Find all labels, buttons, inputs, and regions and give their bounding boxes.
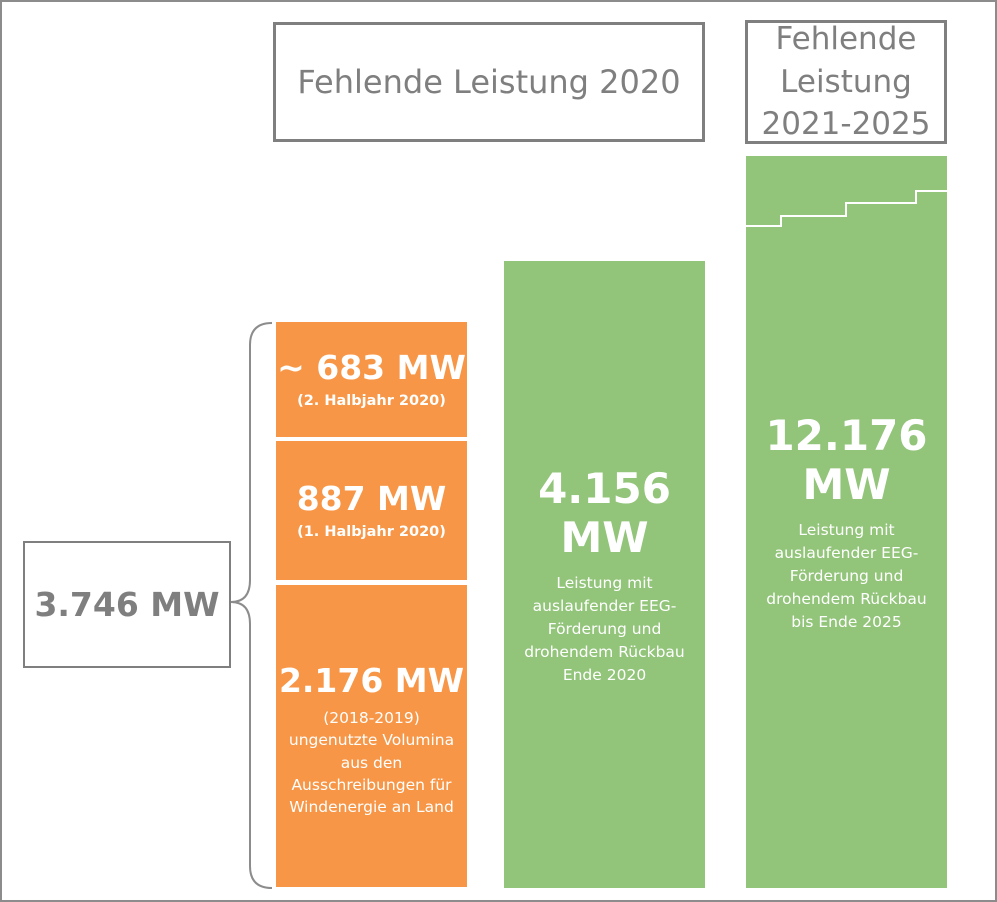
- bar-12176-description: Leistung mit auslaufender EEG-Förderung …: [766, 521, 927, 632]
- segment-683-value: ~ 683 MW: [277, 348, 466, 387]
- total-value: 3.746 MW: [34, 585, 220, 624]
- bar-4156-value: 4.156 MW: [538, 464, 671, 562]
- segment-887-mw: 887 MW (1. Halbjahr 2020): [276, 441, 467, 580]
- segment-2176-mw: 2.176 MW (2018-2019) ungenutzte Volumina…: [276, 585, 467, 887]
- segment-2176-description: (2018-2019) ungenutzte Volumina aus den …: [288, 708, 455, 817]
- segment-887-value: 887 MW: [296, 479, 447, 518]
- bar-12176-mw: 12.176 MW Leistung mit auslaufender EEG-…: [746, 156, 947, 888]
- bar-4156-description: Leistung mit auslaufender EEG-Förderung …: [524, 574, 685, 685]
- curly-brace-icon: [230, 322, 273, 889]
- header-2021-2025-label: Fehlende Leistung 2021-2025: [761, 20, 931, 143]
- segment-683-period: (2. Halbjahr 2020): [297, 392, 446, 409]
- header-2020-label: Fehlende Leistung 2020: [297, 63, 681, 101]
- bar-4156-mw: 4.156 MW Leistung mit auslaufender EEG-F…: [504, 261, 705, 888]
- header-missing-capacity-2021-2025: Fehlende Leistung 2021-2025: [745, 20, 947, 144]
- step-line: [746, 190, 947, 227]
- header-missing-capacity-2020: Fehlende Leistung 2020: [273, 22, 705, 142]
- segment-887-period: (1. Halbjahr 2020): [297, 523, 446, 540]
- bar-12176-value: 12.176 MW: [765, 411, 928, 509]
- segment-2176-value: 2.176 MW: [278, 661, 465, 700]
- segment-683-mw: ~ 683 MW (2. Halbjahr 2020): [276, 322, 467, 437]
- total-box: 3.746 MW: [23, 541, 231, 668]
